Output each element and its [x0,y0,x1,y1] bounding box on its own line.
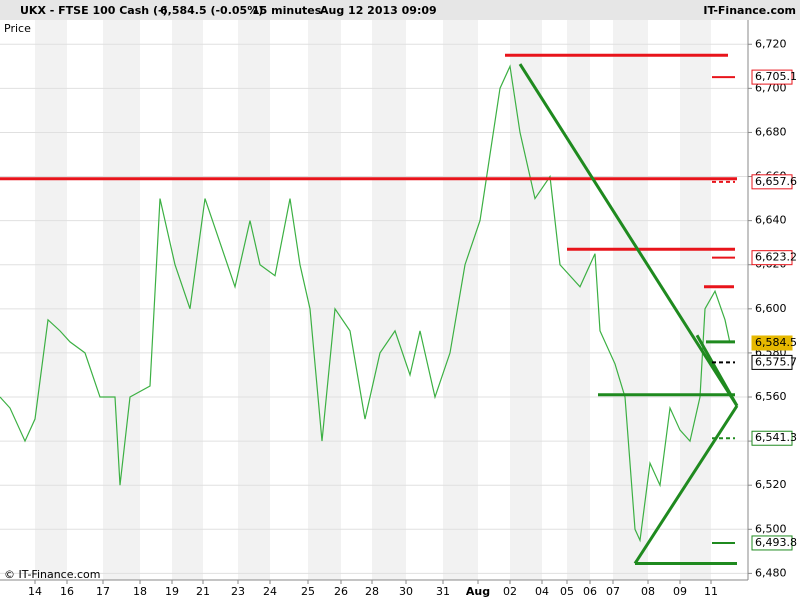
y-tick-label: 6,480 [755,566,787,579]
day-band [567,20,590,580]
x-tick-label: 30 [399,585,413,598]
day-band [372,20,406,580]
x-tick-label: 24 [263,585,277,598]
x-tick-label: 14 [28,585,42,598]
brand: IT-Finance.com [703,4,796,17]
day-band [613,20,648,580]
trend-line [633,405,739,565]
day-band [308,20,341,580]
symbol: UKX - FTSE 100 Cash (-) [20,4,168,17]
x-tick-label: 07 [606,585,620,598]
price-label: 6,705.1 [755,70,797,83]
quote: 6,584.5 (-0.05%) [160,4,263,17]
price-line [0,64,731,543]
day-band [443,20,478,580]
y-tick-label: 6,720 [755,37,787,50]
day-band [35,20,67,580]
y-axis-label: Price [4,22,31,35]
trend-line [695,334,739,407]
x-tick-label: 11 [704,585,718,598]
x-tick-label: 26 [334,585,348,598]
x-tick-label: 02 [503,585,517,598]
price-box [751,430,793,446]
y-tick-label: 6,560 [755,390,787,403]
price-box [751,174,793,190]
y-tick-label: 6,520 [755,478,787,491]
price-label: 6,623.2 [755,251,797,264]
day-band [680,20,711,580]
x-tick-label: 04 [535,585,549,598]
price-label: 6,584.5 [755,336,797,349]
x-tick-label: 16 [60,585,74,598]
price-label: 6,493.8 [755,536,797,549]
x-tick-label: 06 [583,585,597,598]
price-box [751,535,793,551]
header-bar [0,0,800,20]
datetime: Aug 12 2013 09:09 [320,4,437,17]
x-tick-label: 09 [673,585,687,598]
price-label: 6,541.3 [755,431,797,444]
day-band [238,20,270,580]
price-label: 6,575.7 [755,355,797,368]
x-tick-label: 18 [133,585,147,598]
x-tick-label: Aug [466,585,490,598]
price-box [751,69,793,85]
day-band [510,20,542,580]
x-tick-label: 19 [165,585,179,598]
y-tick-label: 6,500 [755,522,787,535]
interval: 15 minutes [252,4,322,17]
price-box [751,250,793,266]
x-tick-label: 28 [365,585,379,598]
day-band [103,20,140,580]
y-tick-label: 6,600 [755,302,787,315]
y-tick-label: 6,680 [755,125,787,138]
x-tick-label: 17 [96,585,110,598]
x-tick-label: 21 [196,585,210,598]
x-tick-label: 08 [641,585,655,598]
trend-line [518,63,739,407]
price-label: 6,657.6 [755,175,797,188]
price-box [751,335,793,351]
x-tick-label: 25 [301,585,315,598]
price-box [751,354,793,370]
x-tick-label: 05 [560,585,574,598]
x-tick-label: 31 [436,585,450,598]
y-tick-label: 6,640 [755,214,787,227]
watermark: © IT-Finance.com [4,568,101,581]
x-tick-label: 23 [231,585,245,598]
